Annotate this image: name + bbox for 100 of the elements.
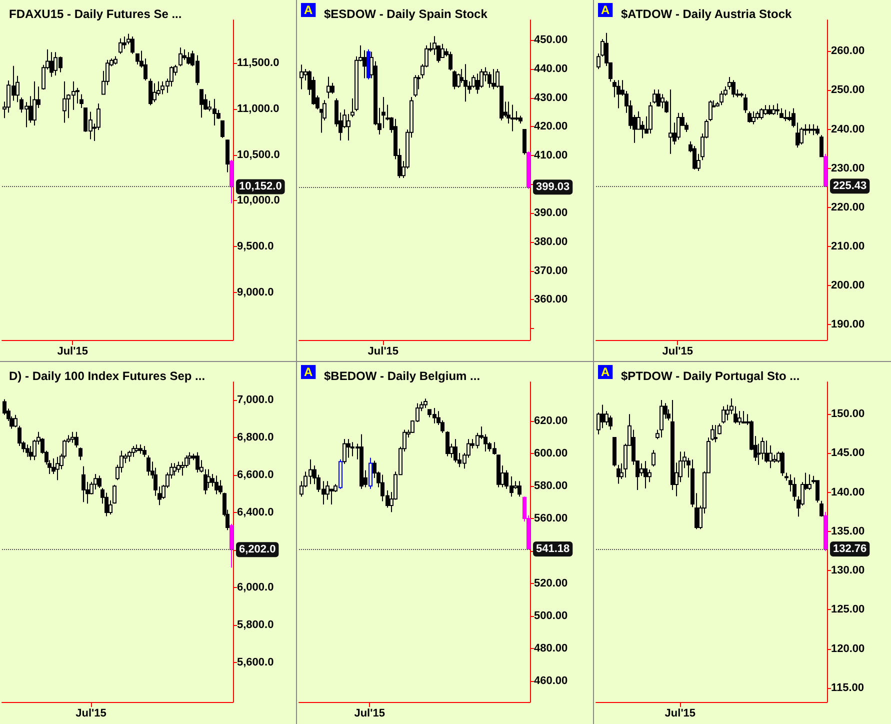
chart-title: D) - Daily 100 Index Futures Sep ... (9, 369, 206, 383)
candlestick (448, 51, 452, 71)
candlestick (50, 52, 54, 78)
candlestick (74, 431, 78, 448)
candlestick (768, 444, 772, 469)
y-tick-label: 560.00 (534, 512, 568, 524)
candlestick (608, 415, 612, 430)
candlestick (820, 500, 824, 518)
candlestick (522, 129, 526, 156)
y-tick-label: 140.00 (831, 486, 865, 498)
ref-line-label: 10,152.0 (239, 180, 282, 193)
candlestick (514, 110, 518, 121)
y-tick-label: 580.00 (534, 480, 568, 492)
y-tick-label: 6,600.0 (237, 468, 274, 481)
y-tick-label: 10,000.0 (237, 194, 280, 207)
y-tick-label: 6,800.0 (237, 431, 274, 444)
text: A (304, 3, 313, 17)
candlestick (476, 73, 480, 94)
candlestick (186, 52, 190, 65)
ref-line-label: 399.03 (536, 181, 570, 194)
candlestick (820, 134, 824, 158)
candlestick (132, 446, 136, 458)
y-tick-label: 520.00 (534, 577, 568, 590)
candlestick (518, 480, 522, 498)
candlestick (640, 120, 644, 139)
candlestick (656, 88, 660, 108)
y-tick-label: 9,500.0 (237, 240, 274, 252)
candlestick (214, 475, 218, 495)
y-tick-label: 370.00 (534, 264, 568, 277)
candlestick (640, 462, 644, 476)
candlestick (752, 110, 756, 125)
y-tick-label: 5,800.0 (237, 619, 274, 632)
candlestick (768, 104, 772, 116)
candlestick (178, 47, 182, 67)
candlestick (330, 82, 334, 94)
candlestick (220, 120, 224, 138)
candlestick (130, 36, 134, 54)
candlestick (488, 71, 492, 88)
candlestick (138, 444, 142, 454)
y-tick-label: 480.00 (534, 642, 568, 654)
y-tick-label: 125.00 (831, 604, 865, 616)
candlestick (152, 82, 156, 103)
candlestick (424, 398, 428, 408)
y-tick-label: 120.00 (831, 642, 865, 655)
y-tick-label: 135.00 (831, 525, 865, 538)
y-tick-label: 11,000.0 (237, 102, 280, 115)
candlestick (62, 80, 66, 124)
candlestick (122, 36, 126, 50)
candlestick (346, 113, 350, 142)
candlestick (196, 452, 200, 473)
candlestick (776, 103, 780, 116)
candlestick (226, 139, 230, 173)
candlestick (760, 108, 764, 120)
y-tick-label: 240.00 (831, 123, 865, 136)
x-tick-label: Jul'15 (76, 708, 106, 720)
candlestick (710, 424, 714, 442)
candlestick (346, 438, 350, 458)
y-tick-label: 150.00 (831, 408, 865, 420)
y-tick-label: 450.00 (534, 34, 568, 46)
candlestick (136, 53, 140, 65)
y-tick-label: 200.00 (831, 279, 865, 292)
chart-title: $ESDOW - Daily Spain Stock (324, 7, 488, 21)
candlestick (764, 104, 768, 116)
candlestick (616, 80, 620, 109)
y-tick-label: 430.00 (534, 92, 568, 104)
y-tick-label: 500.00 (534, 610, 568, 622)
candlestick (604, 410, 608, 426)
candlestick (26, 444, 30, 458)
x-tick-label: Jul'15 (57, 346, 88, 358)
candlestick (648, 469, 652, 483)
candlestick (188, 452, 192, 466)
candlestick (368, 457, 372, 490)
candlestick (748, 110, 752, 124)
y-tick-label: 230.00 (831, 162, 865, 174)
candlestick (82, 466, 86, 503)
candlestick (172, 462, 176, 476)
y-tick-label: 5,600.0 (237, 656, 274, 669)
candlestick (816, 480, 820, 503)
candlestick (32, 80, 36, 126)
y-tick-label: 360.00 (534, 294, 568, 306)
y-tick-label: 7,000.0 (237, 394, 274, 406)
y-tick-label: 145.00 (831, 447, 865, 460)
candlestick (78, 447, 82, 461)
y-tick-label: 220.00 (831, 201, 865, 214)
candlestick (780, 108, 784, 118)
y-tick-label: 600.00 (534, 447, 568, 460)
y-tick-label: 460.00 (534, 674, 568, 687)
candlestick (744, 94, 748, 114)
y-tick-label: 260.00 (831, 45, 865, 58)
y-tick-label: 9,000.0 (237, 286, 274, 298)
candlestick (764, 440, 768, 464)
candlestick (300, 64, 304, 90)
x-tick-label: Jul'15 (368, 346, 399, 358)
candlestick (714, 424, 718, 443)
candlestick (692, 146, 696, 170)
y-tick-label: 410.00 (534, 149, 568, 162)
candlestick (124, 453, 128, 464)
y-tick-label: 11,500.0 (237, 57, 280, 70)
candlestick (104, 492, 108, 517)
candlestick (600, 404, 604, 429)
